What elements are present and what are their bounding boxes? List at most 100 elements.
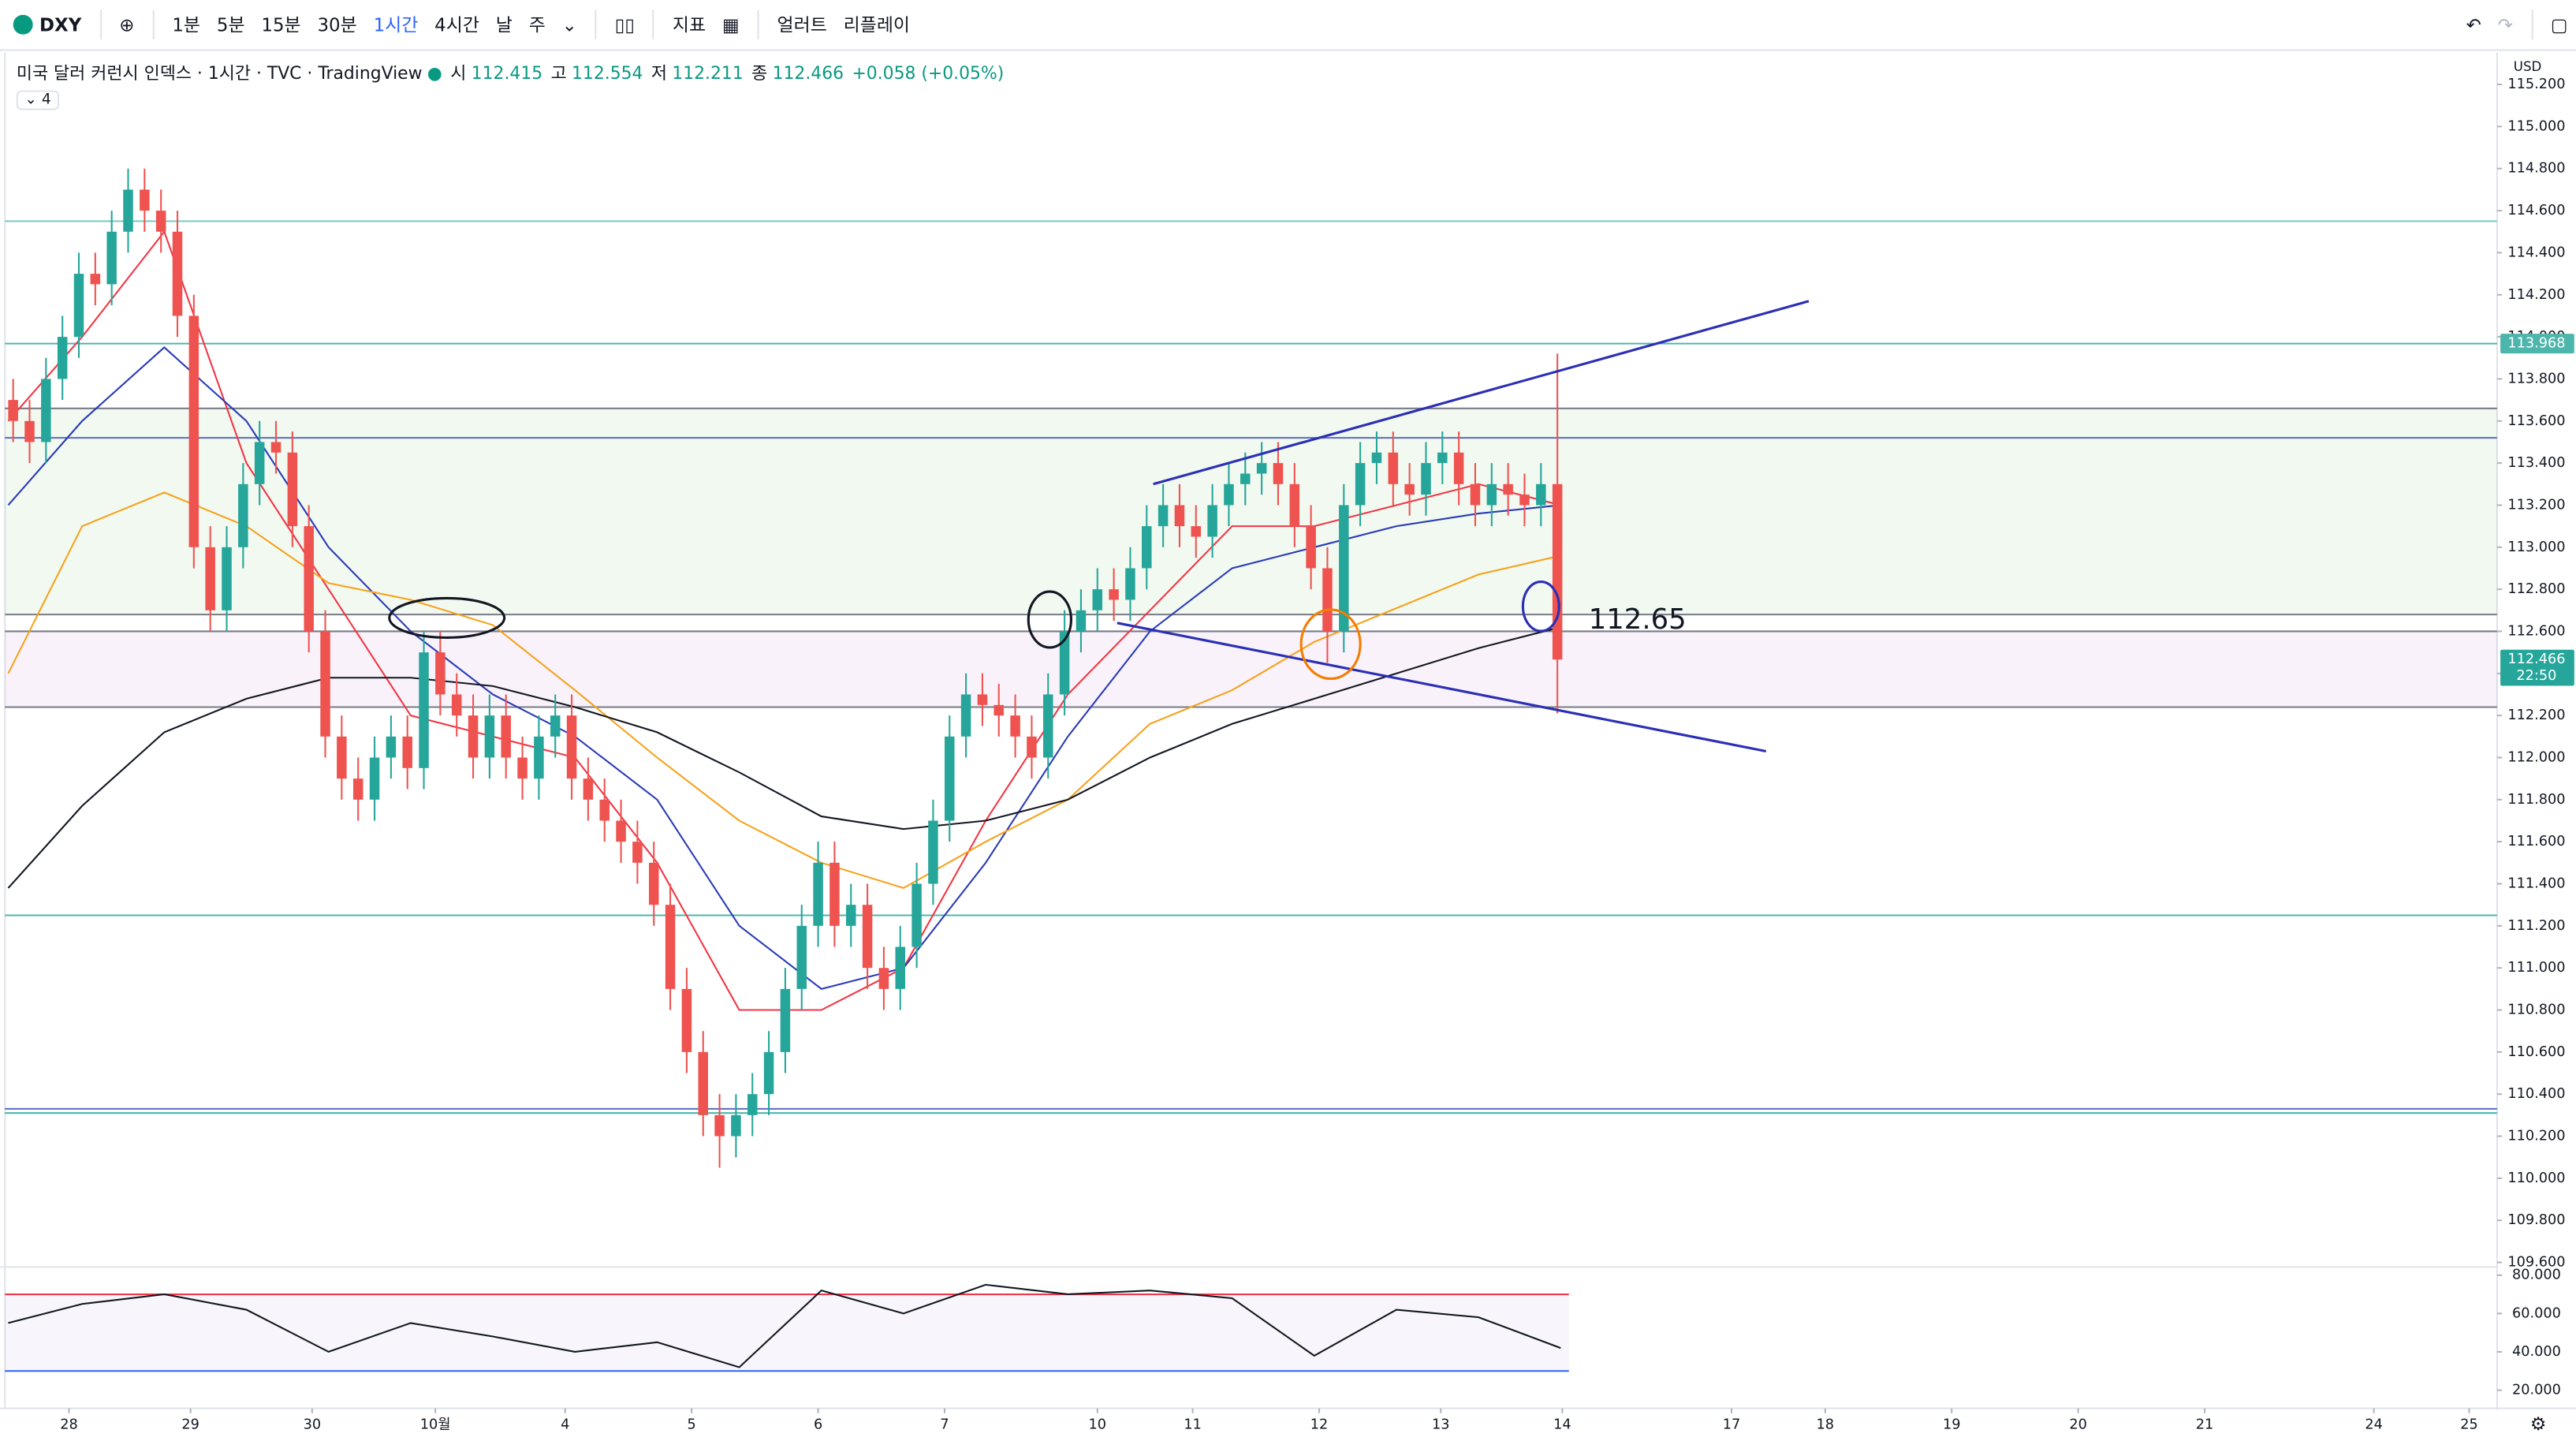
y-tick-label: 113.400 xyxy=(2507,455,2565,471)
redo[interactable]: ↷ xyxy=(2497,13,2513,35)
candle-body xyxy=(731,1114,741,1137)
candle-body xyxy=(796,925,807,989)
candle-body xyxy=(714,1114,725,1137)
x-tick-label: 14 xyxy=(1553,1417,1571,1432)
level-axis-label: 113.968 xyxy=(2507,336,2565,352)
candle-body xyxy=(1536,483,1546,506)
candle-body xyxy=(352,778,363,800)
chart-type[interactable]: ▯▯ xyxy=(614,13,636,35)
candle-body xyxy=(1043,694,1053,758)
candle-body xyxy=(846,905,856,926)
candle-body xyxy=(1289,483,1300,527)
y-tick-label: 113.800 xyxy=(2507,371,2565,386)
indicators[interactable]: 지표 xyxy=(672,14,706,36)
zone xyxy=(5,408,2497,615)
alerts[interactable]: 얼러트 xyxy=(777,14,827,36)
candle-body xyxy=(862,905,873,969)
candle-body xyxy=(1207,505,1217,537)
add-symbol[interactable]: ⊕ xyxy=(119,13,135,35)
x-tick-label: 29 xyxy=(181,1417,199,1432)
last-price-box xyxy=(2500,649,2574,686)
last-price-label: 112.466 xyxy=(2507,651,2565,667)
open-value: 112.415 xyxy=(471,63,543,84)
candle-body xyxy=(287,452,298,527)
y-tick-label: 112.000 xyxy=(2507,749,2565,765)
rsi-y-tick-label: 60.000 xyxy=(2512,1305,2561,1321)
candle-body xyxy=(304,526,314,632)
y-tick-label: 114.800 xyxy=(2507,161,2565,177)
candle-body xyxy=(829,862,840,926)
candle-body xyxy=(222,547,232,610)
currency-label: USD xyxy=(2514,59,2542,74)
interval-menu[interactable]: ⌄ xyxy=(561,13,577,35)
candle-body xyxy=(1092,589,1103,610)
interval[interactable]: 주 xyxy=(528,14,546,36)
legend-title: 미국 달러 커런시 인덱스 · 1시간 · TVC · TradingView xyxy=(16,64,423,84)
layouts[interactable]: ▦ xyxy=(721,13,740,35)
interval[interactable]: 30분 xyxy=(317,14,357,36)
candle-body xyxy=(1125,568,1135,600)
y-tick-label: 111.600 xyxy=(2507,834,2565,849)
trendline xyxy=(1153,300,1810,486)
candle-body xyxy=(188,315,199,547)
high-label: 고 xyxy=(550,64,567,84)
replay[interactable]: 리플레이 xyxy=(843,14,911,36)
annotation: 112.65 xyxy=(1589,603,1687,636)
y-tick-label: 109.600 xyxy=(2507,1255,2565,1271)
legend: 미국 달러 커런시 인덱스 · 1시간 · TVC · TradingView … xyxy=(17,61,1012,85)
candle-body xyxy=(1552,483,1563,660)
zone xyxy=(5,631,2497,707)
countdown-label: 22:50 xyxy=(2516,668,2556,684)
x-tick-label: 28 xyxy=(60,1417,78,1432)
candle-body xyxy=(550,715,561,737)
candle-body xyxy=(1224,483,1234,506)
highlight-circle xyxy=(1299,608,1362,681)
settings-icon[interactable]: ⚙ xyxy=(2530,1414,2547,1435)
candle-body xyxy=(1470,483,1481,506)
interval[interactable]: 날 xyxy=(495,14,513,36)
highlight-circle xyxy=(1027,590,1073,649)
x-tick-label: 19 xyxy=(1943,1417,1961,1432)
rsi-y-tick-label: 20.000 xyxy=(2512,1383,2561,1398)
candle-body xyxy=(270,442,281,453)
candle-body xyxy=(1371,452,1382,464)
interval[interactable]: 1시간 xyxy=(373,14,419,36)
candle-body xyxy=(928,820,938,884)
candle-body xyxy=(977,694,988,705)
y-tick-label: 112.800 xyxy=(2507,581,2565,597)
candle-body xyxy=(911,883,922,947)
candle-body xyxy=(435,652,445,695)
interval[interactable]: 1분 xyxy=(172,14,201,36)
candle-body xyxy=(501,715,511,758)
candle-body xyxy=(763,1051,774,1095)
interval[interactable]: 5분 xyxy=(216,14,245,36)
candle-body xyxy=(895,946,906,989)
fullscreen[interactable]: ▢ xyxy=(2550,13,2568,35)
symbol[interactable]: DXY xyxy=(13,14,81,35)
x-tick-label: 17 xyxy=(1723,1417,1741,1432)
x-tick-label: 13 xyxy=(1432,1417,1450,1432)
candle-body xyxy=(1306,526,1316,569)
candle-body xyxy=(960,694,971,737)
candle-body xyxy=(1174,505,1185,527)
interval[interactable]: 15분 xyxy=(261,14,301,36)
candle-body xyxy=(583,778,594,800)
background-layer xyxy=(5,220,2497,1372)
candle-body xyxy=(1256,463,1267,474)
candle-body xyxy=(451,694,462,716)
candle-body xyxy=(566,715,577,779)
candle-body xyxy=(484,715,495,758)
candle-body xyxy=(8,400,18,421)
candle-body xyxy=(90,274,101,285)
y-tick-label: 113.600 xyxy=(2507,413,2565,429)
change: +0.058 (+0.05%) xyxy=(852,63,1005,84)
axis-layer: 109.600 109.800 110.000 110.200 110.400 110.6… xyxy=(60,77,2574,1432)
interval[interactable]: 4시간 xyxy=(434,14,479,36)
close-value: 112.466 xyxy=(772,63,844,84)
y-tick-label: 111.400 xyxy=(2507,876,2565,892)
indicator-toggle[interactable]: ⌄ 4 xyxy=(16,90,60,110)
candle-body xyxy=(945,736,955,821)
undo[interactable]: ↶ xyxy=(2466,13,2481,35)
